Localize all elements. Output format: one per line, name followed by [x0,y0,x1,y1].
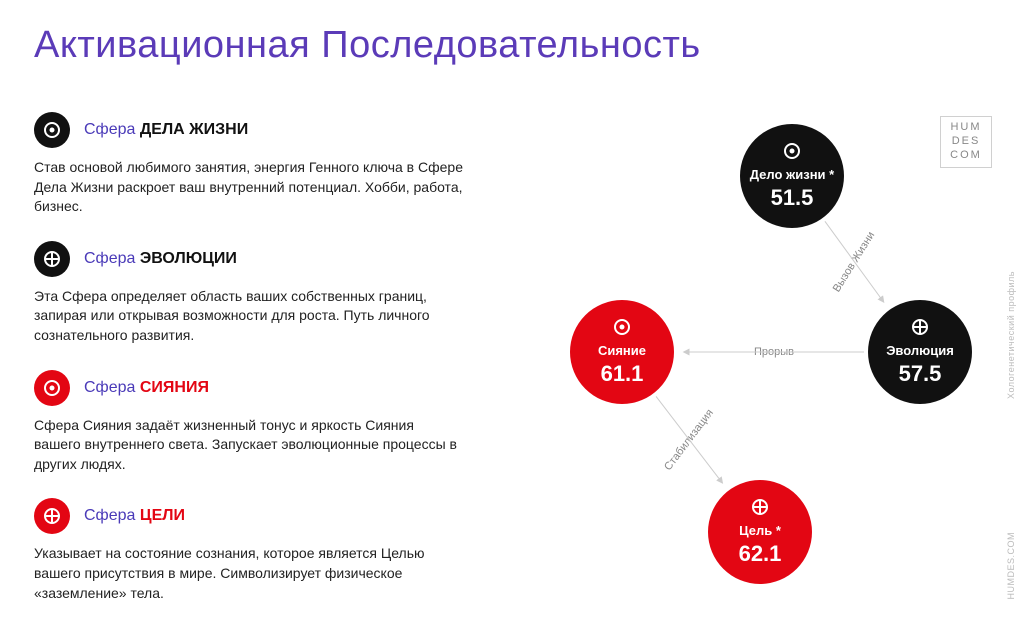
node-label: Цель * [739,524,781,538]
sphere-desc: Став основой любимого занятия, энергия Г… [34,158,464,217]
sphere-desc: Указывает на состояние сознания, которое… [34,544,464,603]
node-value: 61.1 [601,361,644,387]
sphere-label: Сфера ЦЕЛИ [84,507,185,525]
node-label: Дело жизни * [750,168,834,182]
sphere-desc: Сфера Сияния задаёт жизненный тонус и яр… [34,416,464,475]
node-value: 57.5 [899,361,942,387]
dot-icon [34,112,70,148]
sphere-label: Сфера СИЯНИЯ [84,379,209,397]
cross-icon [910,317,930,342]
dot-icon [782,141,802,166]
sphere-evolution: Сфера ЭВОЛЮЦИИ Эта Сфера определяет обла… [34,241,464,346]
dot-icon [34,370,70,406]
spheres-list: Сфера ДЕЛА ЖИЗНИ Став основой любимого з… [34,112,464,627]
sphere-desc: Эта Сфера определяет область ваших собст… [34,287,464,346]
sphere-radiance: Сфера СИЯНИЯ Сфера Сияния задаёт жизненн… [34,370,464,475]
activation-diagram: Вызов ЖизниПрорывСтабилизация Дело жизни… [480,100,1020,610]
sphere-label: Сфера ДЕЛА ЖИЗНИ [84,121,248,139]
sphere-label: Сфера ЭВОЛЮЦИИ [84,250,237,268]
page-title: Активационная Последовательность [34,24,701,67]
cross-icon [750,497,770,522]
node-evolution: Эволюция 57.5 [868,300,972,404]
sphere-goal: Сфера ЦЕЛИ Указывает на состояние сознан… [34,498,464,603]
node-radiance: Сияние 61.1 [570,300,674,404]
cross-icon [34,498,70,534]
brand-logo: HUMDESCOM [940,116,992,168]
sphere-life: Сфера ДЕЛА ЖИЗНИ Став основой любимого з… [34,112,464,217]
footer-brand: HUMDES.COM [1006,532,1016,600]
cross-icon [34,241,70,277]
node-goal: Цель * 62.1 [708,480,812,584]
node-life: Дело жизни * 51.5 [740,124,844,228]
dot-icon [612,317,632,342]
node-value: 51.5 [771,185,814,211]
node-value: 62.1 [739,541,782,567]
node-label: Сияние [598,344,646,358]
footer-tag: Хологенетический профиль [1006,271,1016,399]
node-label: Эволюция [886,344,954,358]
